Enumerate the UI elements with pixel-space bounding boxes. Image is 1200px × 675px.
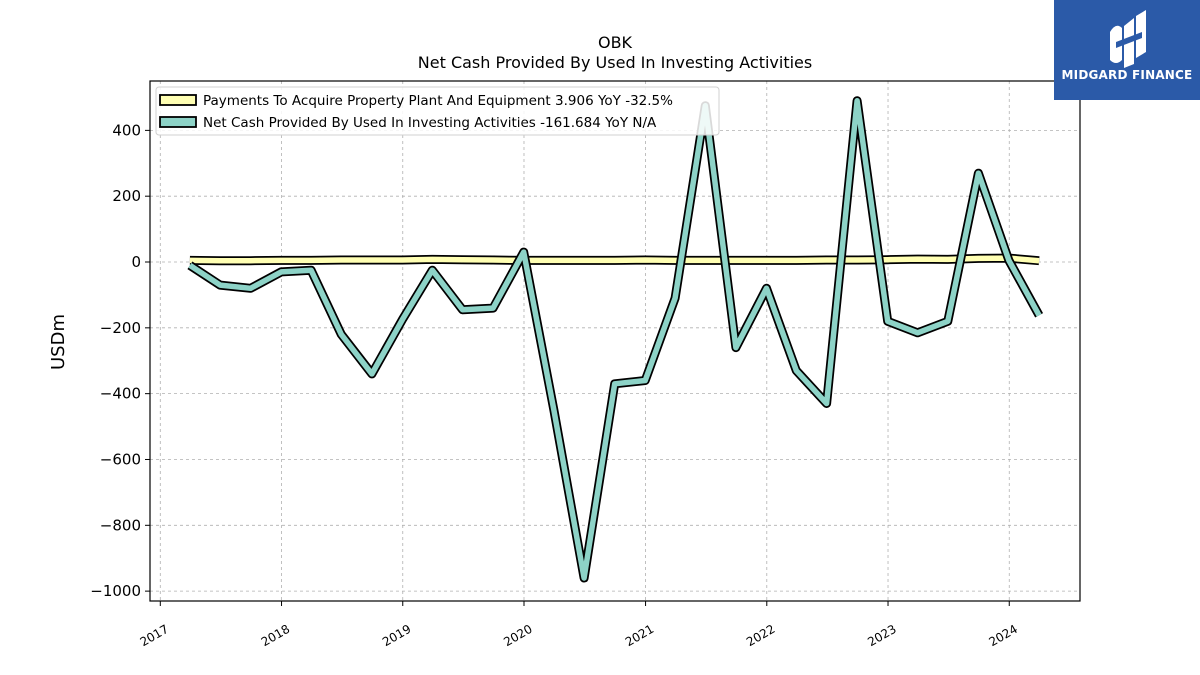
legend-label: Payments To Acquire Property Plant And E…	[203, 93, 673, 109]
grid	[150, 81, 1080, 601]
x-tick-label: 2024	[987, 622, 1020, 649]
chart-title: OBK	[598, 33, 633, 52]
y-tick-label: 200	[112, 187, 141, 205]
midgard-logo: MIDGARD FINANCE	[1054, 0, 1200, 100]
y-tick-label: −800	[100, 516, 141, 534]
y-tick-label: −200	[100, 319, 141, 337]
legend-label: Net Cash Provided By Used In Investing A…	[203, 115, 657, 131]
legend: Payments To Acquire Property Plant And E…	[155, 86, 720, 136]
logo-text: MIDGARD FINANCE	[1061, 68, 1193, 82]
legend-box	[155, 86, 720, 136]
y-tick-label: 0	[131, 253, 141, 271]
y-axis-label: USDm	[48, 314, 69, 370]
x-tick-label: 2023	[865, 622, 898, 649]
x-tick-label: 2022	[744, 622, 777, 649]
series-line	[189, 255, 1040, 264]
x-tick-label: 2017	[138, 622, 171, 649]
series-line	[188, 97, 1042, 581]
y-tick-label: −1000	[90, 582, 141, 600]
y-tick-label: 400	[112, 121, 141, 139]
y-tick-label: −600	[100, 450, 141, 468]
plot-frame	[149, 80, 1081, 602]
midgard-logo-icon	[1110, 10, 1146, 68]
legend-swatch	[159, 116, 197, 128]
y-tick-label: −400	[100, 385, 141, 403]
x-tick-label: 2019	[380, 622, 413, 649]
x-tick-label: 2021	[623, 622, 656, 649]
legend-swatch	[159, 94, 197, 106]
series-line-outline	[187, 96, 1044, 583]
axes: 400 200 0 −200 −400 −600 −800 −1000 2017 2018 2019…	[90, 121, 1020, 649]
chart-subtitle: Net Cash Provided By Used In Investing A…	[418, 53, 812, 72]
series-group	[187, 96, 1044, 583]
x-tick-label: 2020	[501, 622, 534, 649]
x-tick-label: 2018	[259, 622, 292, 649]
